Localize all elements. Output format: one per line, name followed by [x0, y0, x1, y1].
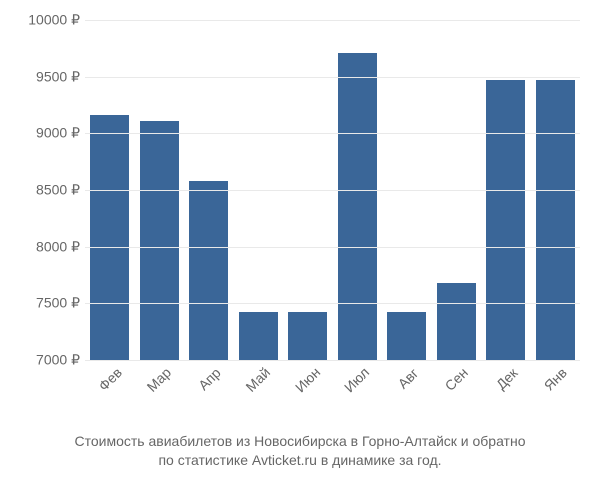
x-tick-label: Янв	[541, 364, 570, 393]
x-label-slot: Июл	[333, 364, 383, 420]
bar	[387, 312, 426, 360]
x-label-slot: Июн	[283, 364, 333, 420]
bar	[288, 312, 327, 360]
bar	[239, 312, 278, 360]
x-tick-label: Июн	[292, 364, 323, 395]
price-chart: 7000 ₽ 7500 ₽ 8000 ₽ 8500 ₽ 9000 ₽ 9500 ₽ 1000…	[0, 10, 600, 430]
y-tick-label: 8000 ₽	[0, 238, 80, 255]
bar	[140, 121, 179, 360]
x-tick-label: Апр	[195, 365, 224, 394]
x-tick-label: Мар	[144, 364, 175, 395]
y-tick-label: 7500 ₽	[0, 295, 80, 312]
x-axis-labels: Фев Мар Апр Май Июн Июл Авг Сен Дек Янв	[85, 364, 580, 420]
x-label-slot: Сен	[432, 364, 482, 420]
bar	[536, 80, 575, 360]
bar	[90, 115, 129, 360]
chart-caption: Стоимость авиабилетов из Новосибирска в …	[0, 432, 600, 470]
x-label-slot: Май	[234, 364, 284, 420]
x-label-slot: Апр	[184, 364, 234, 420]
grid-line	[85, 133, 580, 134]
grid-line	[85, 20, 580, 21]
grid-line	[85, 77, 580, 78]
x-tick-label: Сен	[442, 364, 471, 393]
grid-line	[85, 303, 580, 304]
y-tick-label: 8500 ₽	[0, 182, 80, 199]
grid-line	[85, 360, 580, 361]
x-tick-label: Дек	[493, 365, 521, 393]
y-tick-label: 9000 ₽	[0, 125, 80, 142]
bar	[437, 283, 476, 360]
grid-line	[85, 190, 580, 191]
caption-line-2: по статистике Avticket.ru в динамике за …	[0, 451, 600, 470]
x-label-slot: Янв	[531, 364, 581, 420]
caption-line-1: Стоимость авиабилетов из Новосибирска в …	[0, 432, 600, 451]
y-tick-label: 9500 ₽	[0, 68, 80, 85]
x-tick-label: Авг	[394, 365, 421, 392]
bar	[338, 53, 377, 360]
x-tick-label: Фев	[95, 364, 125, 394]
x-label-slot: Фев	[85, 364, 135, 420]
grid-line	[85, 247, 580, 248]
x-label-slot: Мар	[135, 364, 185, 420]
x-label-slot: Авг	[382, 364, 432, 420]
x-tick-label: Июл	[341, 364, 372, 395]
x-tick-label: Май	[243, 364, 274, 395]
plot-area	[85, 20, 580, 360]
x-label-slot: Дек	[481, 364, 531, 420]
y-tick-label: 10000 ₽	[0, 12, 80, 29]
y-tick-label: 7000 ₽	[0, 352, 80, 369]
bar	[189, 181, 228, 360]
bar	[486, 80, 525, 360]
